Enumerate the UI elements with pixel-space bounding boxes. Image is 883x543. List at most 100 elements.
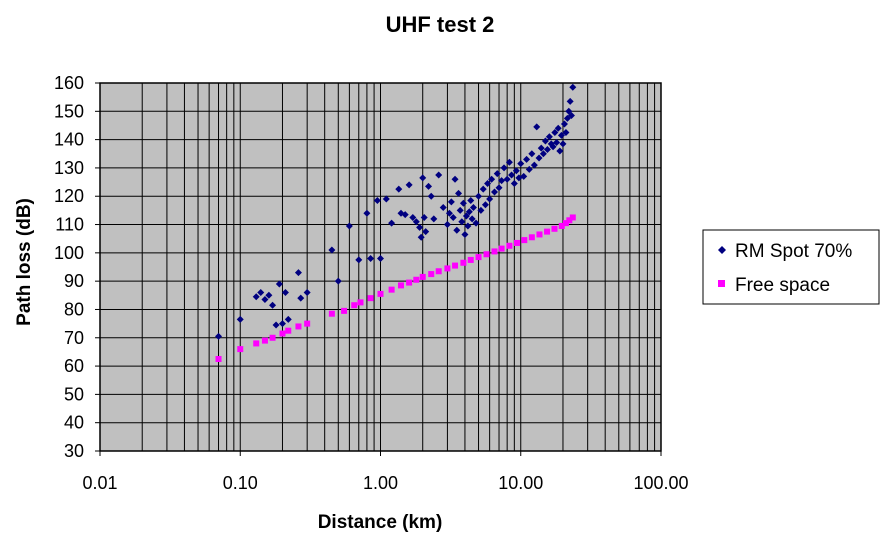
rm-spot-point xyxy=(543,146,551,154)
free-space-point xyxy=(467,256,474,263)
series-rm-spot xyxy=(215,83,577,340)
rm-spot-point xyxy=(451,175,459,183)
rm-spot-point xyxy=(569,83,577,91)
y-tick-label: 130 xyxy=(54,158,84,178)
rm-spot-point xyxy=(382,195,390,203)
rm-spot-point xyxy=(551,129,559,137)
rm-spot-point xyxy=(236,315,244,323)
free-space-point xyxy=(544,228,551,235)
rm-spot-point xyxy=(334,277,342,285)
rm-spot-point xyxy=(303,288,311,296)
free-space-point xyxy=(397,282,404,289)
rm-spot-point xyxy=(420,213,428,221)
rm-spot-point xyxy=(377,255,384,263)
rm-spot-point xyxy=(455,189,463,197)
rm-spot-point xyxy=(439,204,447,212)
y-tick-labels: 30 40 50 60 70 80 90 100 110 120 130 140 150 160 xyxy=(54,73,100,461)
free-space-point xyxy=(506,242,513,249)
rm-spot-point xyxy=(557,131,565,139)
rm-spot-point xyxy=(462,212,470,220)
rm-spot-point xyxy=(388,219,396,227)
rm-spot-point xyxy=(491,188,499,196)
rm-spot-point xyxy=(417,233,425,241)
rm-spot-point xyxy=(461,230,469,238)
rm-spot-point xyxy=(559,140,567,148)
rm-spot-point xyxy=(284,315,292,323)
rm-spot-point xyxy=(465,208,473,216)
rm-spot-point xyxy=(427,192,435,200)
rm-spot-point xyxy=(405,181,413,189)
rm-spot-point xyxy=(472,219,480,227)
free-space-point xyxy=(351,302,358,309)
rm-spot-point xyxy=(445,209,453,217)
free-space-point xyxy=(428,271,435,278)
free-space-point xyxy=(237,346,244,353)
x-tick-label: 100.00 xyxy=(633,473,688,493)
rm-spot-point xyxy=(567,112,575,120)
rm-spot-point xyxy=(566,97,574,105)
free-space-point xyxy=(377,290,384,297)
rm-spot-point xyxy=(453,226,461,234)
y-tick-label: 160 xyxy=(54,73,84,93)
rm-spot-point xyxy=(458,218,466,226)
y-tick-label: 30 xyxy=(64,441,84,461)
free-space-point xyxy=(452,262,459,269)
rm-spot-point xyxy=(539,150,547,158)
rm-spot-point xyxy=(265,291,273,299)
free-space-point xyxy=(475,254,482,261)
rm-spot-point xyxy=(562,129,570,137)
rm-spot-point xyxy=(468,215,476,223)
y-tick-label: 140 xyxy=(54,130,84,150)
rm-spot-point xyxy=(553,138,561,146)
chart-title: UHF test 2 xyxy=(386,12,495,37)
rm-spot-point xyxy=(275,280,283,288)
legend-label-free-space: Free space xyxy=(735,275,830,296)
rm-spot-point xyxy=(528,150,536,158)
free-space-point xyxy=(558,222,565,229)
free-space-point xyxy=(483,251,490,258)
rm-spot-point xyxy=(294,269,302,277)
free-space-point xyxy=(406,279,413,286)
free-space-point xyxy=(551,225,558,232)
free-space-point xyxy=(536,231,543,238)
rm-spot-point xyxy=(430,215,438,223)
free-space-point xyxy=(388,286,395,293)
rm-spot-point xyxy=(215,332,223,340)
free-space-point xyxy=(521,237,528,244)
rm-spot-point xyxy=(447,198,455,206)
x-tick-label: 0.01 xyxy=(82,473,117,493)
rm-spot-point xyxy=(328,246,336,254)
rm-spot-point xyxy=(355,256,363,264)
rm-spot-point xyxy=(517,160,525,168)
free-space-point xyxy=(491,248,498,255)
rm-spot-point xyxy=(533,123,541,131)
x-tick-label: 10.00 xyxy=(498,473,543,493)
free-space-point xyxy=(562,220,569,227)
y-tick-label: 80 xyxy=(64,299,84,319)
legend-marker-free-space xyxy=(718,280,725,287)
rm-spot-point xyxy=(261,296,269,304)
rm-spot-point xyxy=(456,206,464,214)
y-axis-label: Path loss (dB) xyxy=(14,198,35,326)
rm-spot-point xyxy=(443,221,451,229)
free-space-point xyxy=(413,276,420,283)
rm-spot-point xyxy=(467,196,475,204)
legend-label-rm-spot: RM Spot 70% xyxy=(735,241,852,262)
rm-spot-point xyxy=(425,182,433,190)
rm-spot-point xyxy=(520,172,528,180)
rm-spot-point xyxy=(486,195,494,203)
rm-spot-point xyxy=(479,185,487,193)
rm-spot-point xyxy=(549,143,557,151)
rm-spot-point xyxy=(541,137,549,145)
y-tick-label: 90 xyxy=(64,271,84,291)
free-space-point xyxy=(215,356,222,362)
rm-spot-point xyxy=(422,228,430,236)
y-tick-label: 150 xyxy=(54,101,84,121)
rm-spot-point xyxy=(272,321,280,329)
y-tick-label: 120 xyxy=(54,186,84,206)
free-space-point xyxy=(444,265,451,272)
rm-spot-point xyxy=(419,174,427,182)
free-space-point xyxy=(295,323,302,330)
rm-spot-point xyxy=(554,124,562,132)
rm-spot-point xyxy=(512,167,520,175)
